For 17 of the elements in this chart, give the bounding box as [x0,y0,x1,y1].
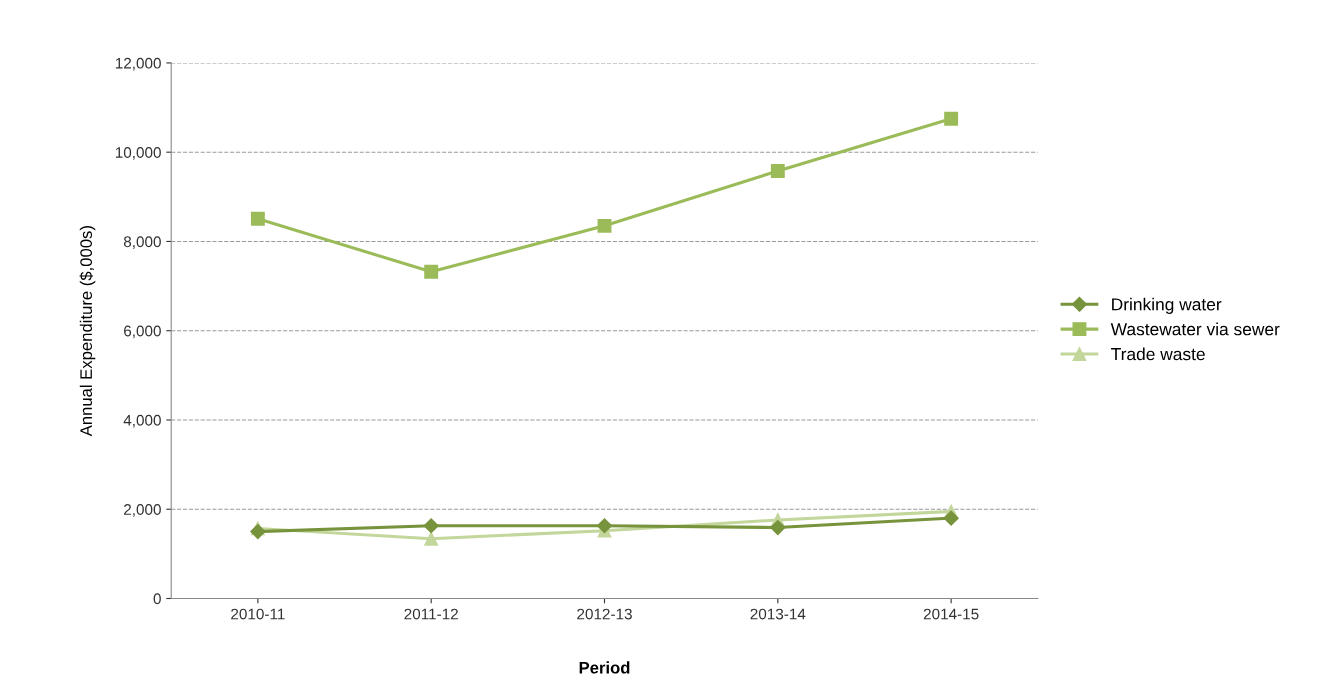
y-axis-title: Annual Expenditure ($,000s) [79,226,96,437]
x-tick-label: 2011-12 [404,608,458,620]
x-axis-title: Period [579,661,630,674]
x-tick-label: 2010-11 [231,608,285,620]
legend-label: Wastewater via sewer [1110,322,1280,336]
legend-label: Drinking water [1112,297,1222,314]
legend-label: Trade waste [1111,347,1205,361]
x-tick-label: 2014-15 [923,608,979,620]
x-tick-label: 2012-13 [577,608,632,620]
y-tick-label: 0 [153,593,161,605]
y-tick-label: 12,000 [115,57,161,71]
y-tick-label: 8,000 [123,236,161,249]
y-tick-label: 10,000 [115,147,161,160]
y-tick-label: 2,000 [124,504,161,517]
y-tick-label: 4,000 [123,414,161,428]
y-tick-label: 6,000 [124,325,161,339]
x-tick-label: 2013-14 [750,608,806,620]
